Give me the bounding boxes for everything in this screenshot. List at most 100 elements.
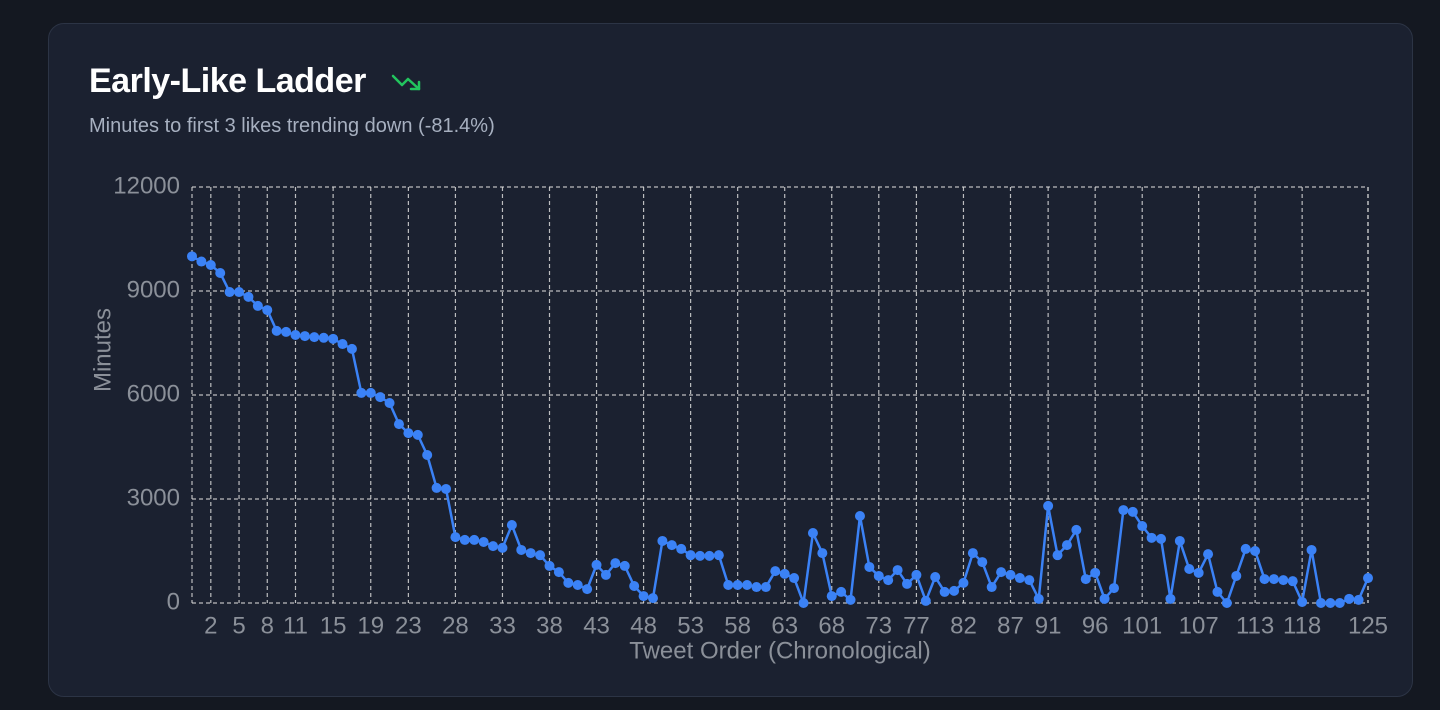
point bbox=[920, 595, 931, 606]
point bbox=[704, 550, 715, 561]
point bbox=[441, 483, 452, 494]
point bbox=[1259, 574, 1270, 585]
point bbox=[506, 520, 517, 530]
point bbox=[563, 577, 574, 588]
point bbox=[1005, 569, 1016, 580]
point bbox=[572, 579, 583, 590]
point bbox=[685, 550, 696, 561]
point bbox=[911, 569, 922, 580]
point bbox=[1221, 598, 1232, 608]
point bbox=[977, 557, 988, 568]
point bbox=[732, 579, 743, 590]
point bbox=[1071, 524, 1082, 535]
point bbox=[403, 428, 414, 439]
point bbox=[252, 300, 263, 311]
x-tick-label: 23 bbox=[395, 612, 422, 639]
point bbox=[365, 387, 376, 398]
point bbox=[450, 532, 461, 543]
point bbox=[328, 333, 339, 344]
point bbox=[318, 332, 329, 343]
point bbox=[751, 582, 762, 593]
point bbox=[873, 570, 884, 581]
point bbox=[883, 575, 894, 586]
point bbox=[1231, 570, 1242, 581]
point bbox=[996, 567, 1007, 578]
x-tick-label: 19 bbox=[357, 612, 384, 639]
point bbox=[488, 541, 499, 552]
point bbox=[864, 561, 875, 572]
x-tick-label: 38 bbox=[536, 612, 563, 639]
point bbox=[1344, 593, 1355, 604]
x-tick-label: 96 bbox=[1082, 612, 1109, 639]
point bbox=[930, 572, 941, 582]
point bbox=[1240, 543, 1251, 554]
x-tick-label: 68 bbox=[818, 612, 845, 639]
point bbox=[1033, 593, 1044, 604]
card-title: Early-Like Ladder bbox=[89, 62, 366, 100]
x-tick-label: 107 bbox=[1179, 612, 1219, 639]
point bbox=[1061, 540, 1072, 551]
point bbox=[958, 577, 969, 588]
point bbox=[1287, 576, 1298, 587]
point bbox=[817, 548, 828, 559]
point bbox=[1297, 596, 1308, 607]
point bbox=[845, 594, 856, 605]
x-tick-label: 82 bbox=[950, 612, 977, 639]
point bbox=[1043, 500, 1054, 511]
x-tick-label: 101 bbox=[1122, 612, 1162, 639]
point bbox=[525, 548, 536, 559]
point bbox=[187, 251, 197, 262]
point bbox=[760, 582, 771, 593]
point bbox=[1184, 564, 1195, 575]
point bbox=[544, 560, 555, 571]
point bbox=[1137, 521, 1148, 532]
point bbox=[422, 449, 433, 460]
point bbox=[1353, 594, 1364, 605]
point bbox=[986, 582, 997, 593]
y-tick-label: 6000 bbox=[127, 380, 180, 407]
point bbox=[676, 543, 687, 554]
point bbox=[224, 287, 235, 298]
point bbox=[1156, 533, 1167, 544]
point bbox=[789, 573, 800, 584]
point bbox=[215, 267, 226, 278]
point bbox=[309, 332, 320, 343]
point bbox=[290, 330, 301, 341]
point bbox=[1306, 544, 1317, 555]
point bbox=[600, 569, 611, 580]
point bbox=[892, 565, 903, 576]
point bbox=[742, 579, 753, 590]
point bbox=[1080, 574, 1091, 585]
line bbox=[191, 255, 1370, 605]
point bbox=[807, 527, 818, 538]
point bbox=[553, 567, 564, 578]
point bbox=[412, 429, 423, 440]
point bbox=[1174, 535, 1185, 546]
point bbox=[243, 291, 254, 302]
point bbox=[1014, 573, 1025, 584]
point bbox=[902, 578, 913, 589]
point bbox=[798, 598, 809, 608]
point bbox=[770, 566, 781, 577]
point bbox=[384, 397, 395, 408]
point bbox=[949, 585, 960, 596]
point bbox=[1099, 593, 1110, 604]
x-tick-label: 63 bbox=[771, 612, 798, 639]
point bbox=[619, 560, 630, 571]
point bbox=[1090, 567, 1101, 578]
point bbox=[939, 586, 950, 597]
point bbox=[1024, 575, 1035, 586]
point bbox=[591, 559, 602, 570]
point bbox=[281, 326, 292, 337]
x-tick-label: 58 bbox=[724, 612, 751, 639]
x-tick-label: 113 bbox=[1236, 612, 1274, 639]
y-tick-label: 0 bbox=[167, 588, 180, 615]
point bbox=[346, 343, 357, 354]
point bbox=[1193, 567, 1204, 578]
point bbox=[826, 591, 837, 602]
point bbox=[779, 568, 790, 579]
point bbox=[967, 548, 978, 559]
y-axis-label: Minutes bbox=[89, 308, 116, 392]
point bbox=[836, 586, 847, 597]
